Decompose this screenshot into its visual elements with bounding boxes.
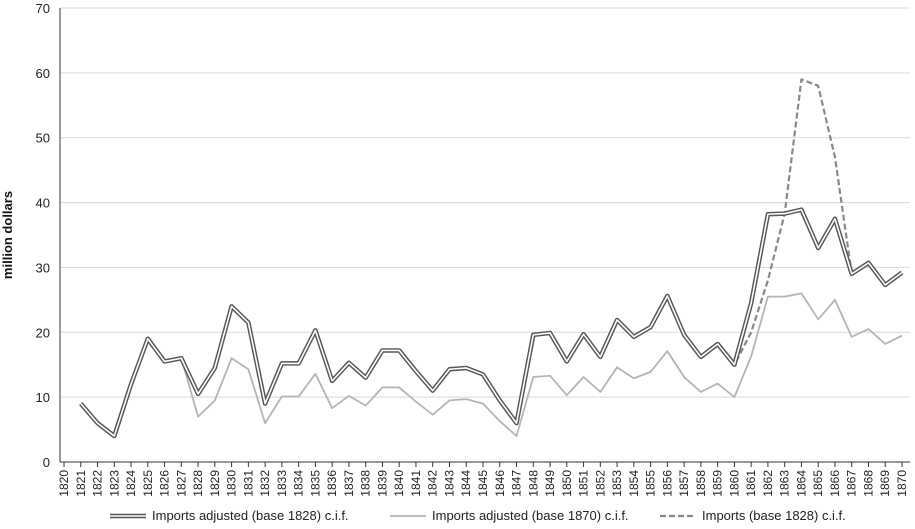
legend-label: Imports adjusted (base 1828) c.i.f. (152, 508, 349, 523)
x-tick-label: 1827 (174, 470, 188, 497)
x-tick-label: 1855 (644, 470, 658, 497)
x-tick-label: 1870 (895, 470, 909, 497)
x-tick-label: 1835 (308, 470, 322, 497)
x-tick-label: 1847 (510, 470, 524, 497)
x-tick-label: 1848 (526, 470, 540, 497)
x-tick-label: 1837 (342, 470, 356, 497)
x-tick-label: 1836 (325, 470, 339, 497)
x-axis-ticks: 1820 1821 1822 1823 1824 1825 1826 1827 1828 1829… (57, 462, 909, 497)
x-tick-label: 1825 (141, 470, 155, 497)
x-tick-label: 1832 (258, 470, 272, 497)
x-tick-label: 1850 (560, 470, 574, 497)
gridlines (60, 7, 910, 398)
x-tick-label: 1828 (191, 470, 205, 497)
x-tick-label: 1846 (493, 470, 507, 497)
x-tick-label: 1858 (694, 470, 708, 497)
x-tick-label: 1838 (359, 470, 373, 497)
x-tick-label: 1826 (158, 470, 172, 497)
x-tick-label: 1852 (593, 470, 607, 497)
x-tick-label: 1860 (727, 470, 741, 497)
legend-item: Imports adjusted (base 1828) c.i.f. (110, 508, 349, 523)
y-axis-label: million dollars (0, 191, 15, 279)
y-tick-label: 10 (36, 390, 50, 405)
y-tick-label: 0 (43, 455, 50, 470)
legend-item: Imports (base 1828) c.i.f. (660, 508, 846, 523)
series-line-adjusted-1870 (80, 292, 903, 437)
y-tick-label: 20 (36, 325, 50, 340)
y-tick-label: 60 (36, 66, 50, 81)
x-tick-label: 1843 (442, 470, 456, 497)
legend: Imports adjusted (base 1828) c.i.f. Impor… (110, 508, 846, 523)
x-tick-label: 1861 (744, 470, 758, 497)
x-tick-label: 1866 (828, 470, 842, 497)
x-tick-label: 1839 (375, 470, 389, 497)
x-tick-label: 1862 (761, 470, 775, 497)
series-line-adjusted-1828-outer (79, 207, 904, 439)
x-tick-label: 1824 (124, 470, 138, 497)
y-tick-label: 40 (36, 196, 50, 211)
x-tick-label: 1856 (660, 470, 674, 497)
x-tick-label: 1854 (627, 470, 641, 497)
x-tick-label: 1829 (208, 470, 222, 497)
x-tick-label: 1869 (878, 470, 892, 497)
x-tick-label: 1823 (107, 470, 121, 497)
x-tick-label: 1857 (677, 470, 691, 497)
x-tick-label: 1842 (426, 470, 440, 497)
x-tick-label: 1840 (392, 470, 406, 497)
y-tick-label: 70 (36, 1, 50, 16)
series-line-adjusted-1828-inner (80, 208, 903, 437)
x-tick-label: 1834 (292, 470, 306, 497)
x-tick-label: 1844 (459, 470, 473, 497)
x-tick-label: 1820 (57, 470, 71, 497)
x-tick-label: 1821 (74, 470, 88, 497)
x-tick-label: 1859 (711, 470, 725, 497)
x-tick-label: 1863 (778, 470, 792, 497)
x-tick-label: 1833 (275, 470, 289, 497)
y-tick-label: 50 (36, 131, 50, 146)
axes (59, 8, 910, 463)
x-tick-label: 1868 (861, 470, 875, 497)
x-tick-label: 1851 (577, 470, 591, 497)
x-tick-label: 1841 (409, 470, 423, 497)
x-tick-label: 1845 (476, 470, 490, 497)
legend-label: Imports adjusted (base 1870) c.i.f. (432, 508, 629, 523)
series-lines (79, 78, 904, 439)
x-tick-label: 1831 (241, 470, 255, 497)
x-tick-label: 1867 (845, 470, 859, 497)
x-tick-label: 1830 (225, 470, 239, 497)
x-tick-label: 1853 (610, 470, 624, 497)
x-tick-label: 1865 (811, 470, 825, 497)
x-tick-label: 1864 (794, 470, 808, 497)
legend-item: Imports adjusted (base 1870) c.i.f. (390, 508, 629, 523)
x-tick-label: 1822 (91, 470, 105, 497)
y-tick-label: 30 (36, 260, 50, 275)
legend-label: Imports (base 1828) c.i.f. (702, 508, 846, 523)
y-axis-ticks: 0 10 20 30 40 50 60 70 (36, 1, 50, 470)
x-tick-label: 1849 (543, 470, 557, 497)
